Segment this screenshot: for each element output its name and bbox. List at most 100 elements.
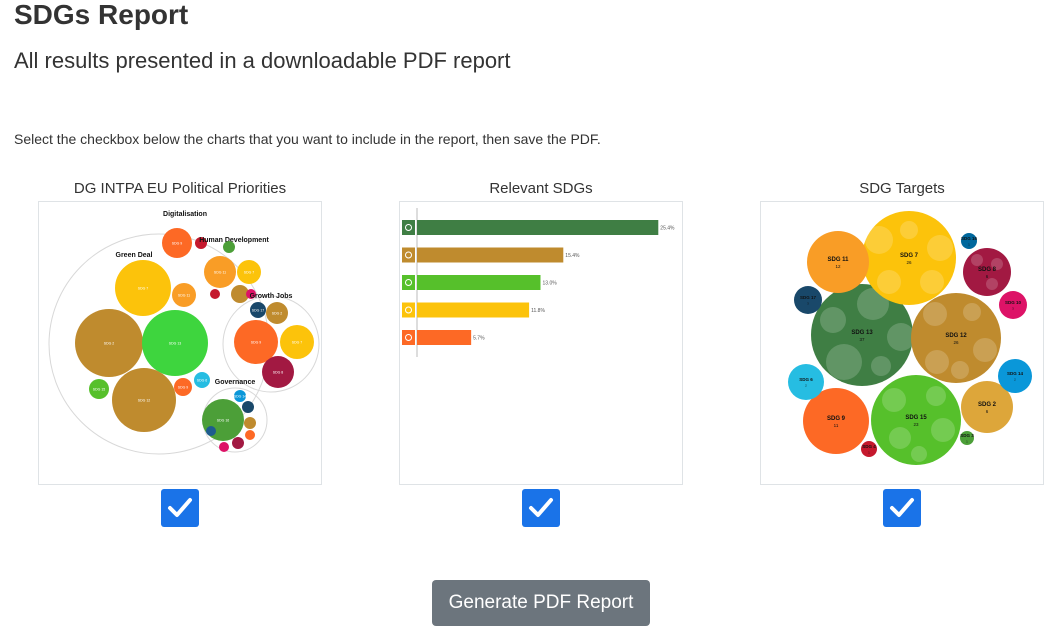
chart-frame: 25.4% 15.4% 13.0% 11.8% 5.7% [399,201,683,485]
group-label: Digitalisation [163,211,207,218]
inner-bubble [887,323,915,351]
bubble-label: SDG 7 [900,253,919,259]
bubble [142,310,208,376]
inner-bubble [951,361,969,379]
checkmark-icon [529,498,553,517]
bubble [807,231,869,293]
inner-bubble [931,418,955,442]
bubble-label: SDG 3 [960,433,974,438]
inner-bubble [857,288,889,320]
bubble [961,233,977,249]
bubble [75,309,143,377]
bubble [811,284,913,386]
bubble-label: SDG 8 [978,267,997,273]
bubble [262,356,294,388]
bubble [960,431,974,445]
instructions-text: Select the checkbox below the charts tha… [14,131,601,147]
bubble [234,390,246,402]
sdg-icon-glyph [405,306,412,314]
bar-value-label: 25.4% [660,226,675,232]
bubble-label: SDG 2 [104,342,115,346]
bar [417,220,659,235]
bubble-value: 1 [968,243,970,247]
bar [417,275,541,290]
include-chart-checkbox[interactable] [522,489,560,527]
group-label: Green Deal [116,252,153,259]
bubble-label: SDG 12 [138,399,151,403]
bar [417,247,564,263]
chart-title: DG INTPA EU Political Priorities [73,180,287,197]
bar [417,302,530,318]
bubble-label: SDG 13 [851,330,873,336]
priorities-bubble-chart: Digitalisation SDG 9 Human Development SDG … [48,211,320,455]
bubble-label: SDG 7 [138,287,149,291]
bubble-label: SDG 8 [273,371,284,375]
bubble-label: SDG 16 [217,419,230,423]
inner-bubble [820,307,846,333]
group-label: Human Development [199,237,269,244]
bubble [246,289,256,299]
bubble-label: SDG 6 [799,377,813,382]
bubble [204,256,236,288]
bubble-label: SDG 7 [292,341,303,345]
bar [417,330,472,345]
bubble-label: SDG 11 [178,294,190,298]
chart-frame: Digitalisation SDG 9 Human Development SDG … [38,201,322,485]
include-chart-checkbox[interactable] [883,489,921,527]
bubble-label: SDG 9 [827,416,846,422]
relevant-sdgs-bar-chart: 25.4% 15.4% 13.0% 11.8% 5.7% [402,208,675,357]
bubble [223,241,235,253]
bubble [162,228,192,258]
inner-bubble [986,278,998,290]
bubble-label: SDG 14 [234,395,247,399]
bar-value-label: 13.0% [543,281,558,287]
bubble-label: SDG 2 [272,312,283,316]
page-title: SDGs Report [14,0,189,30]
bubble [195,237,207,249]
bubble [210,289,220,299]
bubble-value: 2 [1014,378,1016,382]
include-chart-checkbox[interactable] [161,489,199,527]
sdg-icon-glyph [405,224,412,231]
chart-frame: SDG 13 37 SDG 12 26 SDG 15 23 SDG 7 26 SDG 11 12 S… [760,201,1044,485]
bubble [219,442,229,452]
bubble-label: SDG 11 [827,257,849,263]
bar-value-label: 15.4% [565,253,580,259]
bubble-label: SDG 7 [244,271,255,275]
bubble-value: 6 [986,274,989,279]
inner-bubble [877,270,901,294]
bubble [174,378,192,396]
sdg-icon-glyph [405,251,412,259]
bubble-value: 26 [906,260,912,265]
bubble [237,260,261,284]
bar-value-label: 11.8% [531,308,545,314]
page-subtitle: All results presented in a downloadable … [14,48,511,73]
bubble [112,368,176,432]
bubble-value: 3 [1012,307,1014,311]
inner-bubble [889,427,911,449]
inner-bubble [911,446,927,462]
inner-bubble [925,350,949,374]
bubble-label: SDG 13 [169,342,182,346]
chart-card-political-priorities: DG INTPA EU Political Priorities Digital… [38,180,322,527]
bubble [266,302,288,324]
bubble [172,283,196,307]
sdg-icon [402,302,415,318]
inner-bubble [865,226,893,254]
checkmark-icon [890,498,914,517]
bubble [999,291,1027,319]
chart-title: Relevant SDGs [489,180,593,197]
bubble [862,211,956,305]
sdg-icon-glyph [405,334,412,341]
inner-bubble [991,258,1003,270]
bubble-label: SDG 15 [905,415,927,421]
bubble-label: SDG 2 [978,402,997,408]
group-label: Governance [215,379,256,386]
bubble-label: SDG 4 [862,444,876,449]
bubble-label: SDG 10 [1005,300,1022,305]
generate-pdf-button[interactable]: Generate PDF Report [432,580,650,626]
inner-bubble [963,303,981,321]
inner-bubble [926,386,946,406]
bubble-label: SDG 11 [214,271,226,275]
